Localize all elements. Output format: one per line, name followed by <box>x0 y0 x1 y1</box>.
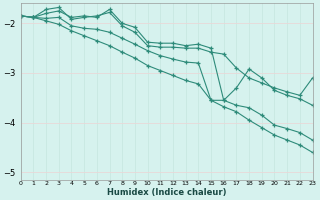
X-axis label: Humidex (Indice chaleur): Humidex (Indice chaleur) <box>107 188 226 197</box>
